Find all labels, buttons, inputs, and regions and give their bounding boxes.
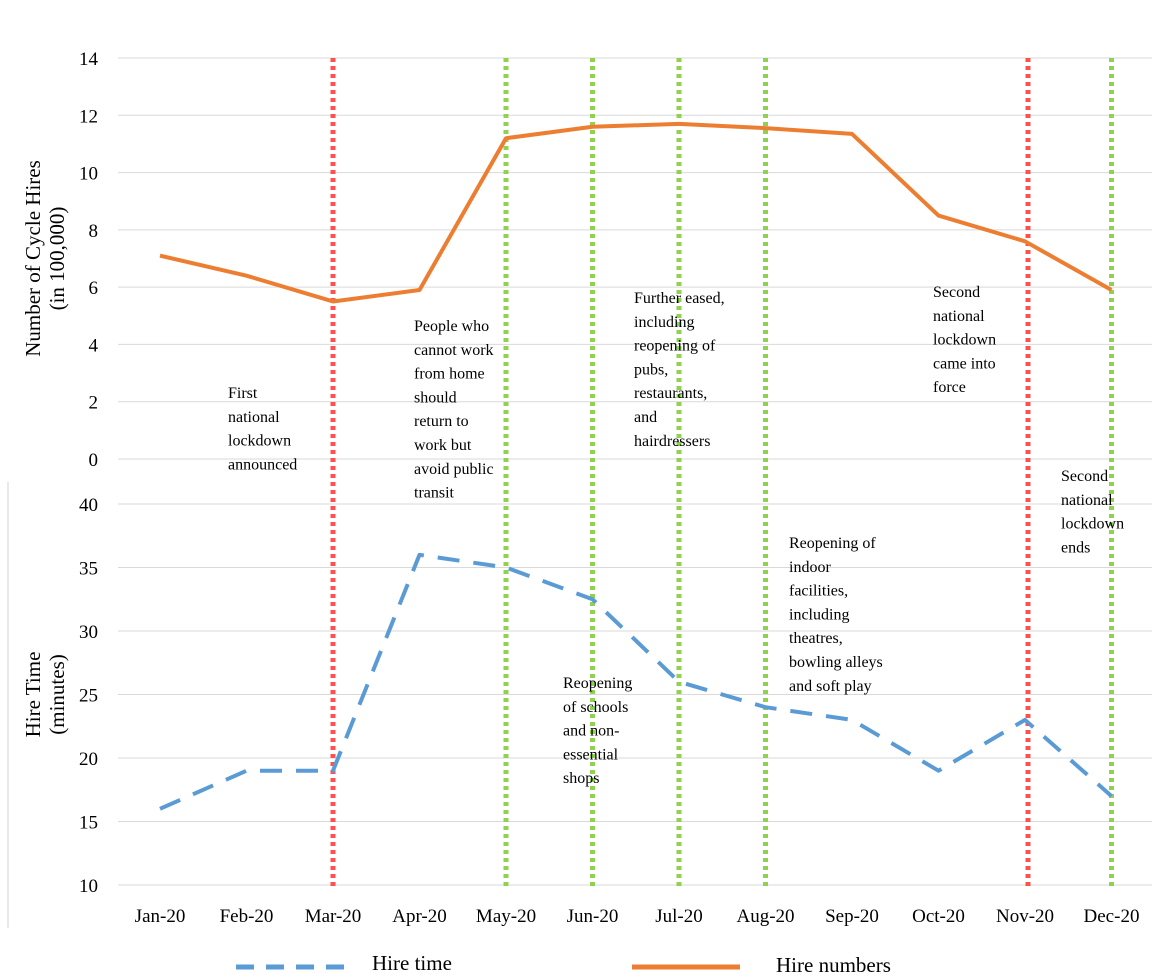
annotation-line: pubs, [634, 361, 668, 378]
annotation-line: force [933, 379, 966, 396]
annotation-line: Second [1061, 468, 1108, 485]
x-tick-label: Jun-20 [567, 906, 619, 927]
x-tick-label: Sep-20 [825, 906, 879, 927]
x-tick-label: Feb-20 [220, 906, 274, 927]
annotation-line: and soft play [789, 678, 872, 695]
annotation: Reopening of schools and non-essential shop… [563, 675, 632, 787]
gridlines [118, 57, 1152, 886]
x-tick-label: Dec-20 [1084, 906, 1140, 927]
event-lines [330, 58, 1114, 887]
annotation-line: hairdressers [634, 433, 710, 450]
annotation-line: including [789, 606, 849, 623]
legend-label: Hire time [372, 951, 452, 975]
y-tick-label: 14 [79, 49, 99, 70]
x-tick-label: Aug-20 [736, 906, 794, 927]
x-tick-label: Oct-20 [912, 906, 965, 927]
annotation-line: work but [414, 437, 472, 454]
annotation-line: national [1061, 492, 1113, 509]
annotation-line: announced [228, 456, 297, 473]
annotation: Second national lockdown ends [1061, 468, 1124, 556]
annotation-line: should [414, 389, 457, 406]
annotation-line: shops [563, 770, 599, 787]
x-tick-label: Mar-20 [305, 906, 362, 927]
annotation-line: Reopening of [789, 535, 876, 552]
series-line [159, 121, 1113, 304]
annotation-line: People who [414, 318, 489, 335]
annotation-line: First [228, 385, 258, 402]
annotation-line: of schools [563, 699, 628, 716]
annotation: Reopening of indoor facilities, including th… [789, 535, 883, 695]
annotation-line: reopening of [634, 338, 716, 355]
series-lines [159, 121, 1113, 811]
legend: Hire time Hire numbers [236, 951, 891, 977]
annotation-line: and non- [563, 723, 619, 740]
series-line [159, 552, 1113, 811]
annotation-line: lockdown [228, 433, 291, 450]
annotation: People who cannot work from home should retu… [414, 318, 494, 502]
y-tick-label: 20 [79, 749, 98, 770]
annotation-line: Second [933, 284, 980, 301]
y-tick-label: 2 [89, 393, 99, 414]
y-tick-label: 25 [79, 686, 98, 707]
y-axis-title: Number of Cycle Hires [21, 160, 45, 357]
annotation-line: and [634, 409, 657, 426]
annotation-line: from home [414, 366, 485, 383]
y-tick-label: 40 [79, 495, 98, 516]
annotation-line: restaurants, [634, 385, 707, 402]
annotation-line: Reopening [563, 675, 632, 692]
annotation-line: facilities, [789, 583, 848, 600]
annotation-line: avoid public [414, 461, 494, 478]
annotations: First national lockdown announced People who… [228, 284, 1124, 787]
y-tick-label: 30 [79, 622, 98, 643]
annotation: Second national lockdown came into force [933, 284, 996, 396]
annotation-line: including [634, 314, 694, 331]
annotation-line: transit [414, 485, 455, 502]
axes: 0 2 4 6 8 10 12 14 Number of Cycle Hires (in 100,… [7, 49, 1140, 928]
annotation-line: lockdown [933, 332, 996, 349]
x-tick-label: Nov-20 [996, 906, 1054, 927]
x-tick-label: Jan-20 [135, 906, 186, 927]
x-tick-label: May-20 [476, 906, 536, 927]
x-tick-label: Jul-20 [655, 906, 703, 927]
annotation: Further eased, including reopening of pubs,… [634, 290, 725, 450]
annotation-line: came into [933, 355, 996, 372]
x-tick-label: Apr-20 [392, 906, 447, 927]
y-tick-label: 10 [79, 876, 98, 897]
annotation-line: national [933, 308, 985, 325]
legend-label: Hire numbers [776, 953, 891, 977]
y-axis-title: (minutes) [45, 654, 69, 734]
annotation-line: theatres, [789, 630, 843, 647]
annotation-line: lockdown [1061, 516, 1124, 533]
y-tick-label: 35 [79, 559, 98, 580]
annotation: First national lockdown announced [228, 385, 297, 473]
annotation-line: return to [414, 413, 469, 430]
annotation-line: indoor [789, 559, 831, 576]
annotation-line: essential [563, 746, 619, 763]
y-axis-title: (in 100,000) [45, 207, 69, 311]
y-tick-label: 12 [79, 106, 98, 127]
y-axis-title: Hire Time [21, 652, 45, 738]
y-tick-label: 10 [79, 164, 98, 185]
y-tick-label: 6 [89, 278, 99, 299]
y-tick-label: 15 [79, 813, 98, 834]
annotation-line: national [228, 409, 280, 426]
annotation-line: ends [1061, 539, 1090, 556]
annotation-line: Further eased, [634, 290, 725, 307]
y-tick-label: 8 [89, 221, 99, 242]
annotation-line: bowling alleys [789, 654, 883, 671]
y-tick-label: 4 [89, 335, 99, 356]
annotation-line: cannot work [414, 342, 494, 359]
y-tick-label: 0 [89, 450, 99, 471]
